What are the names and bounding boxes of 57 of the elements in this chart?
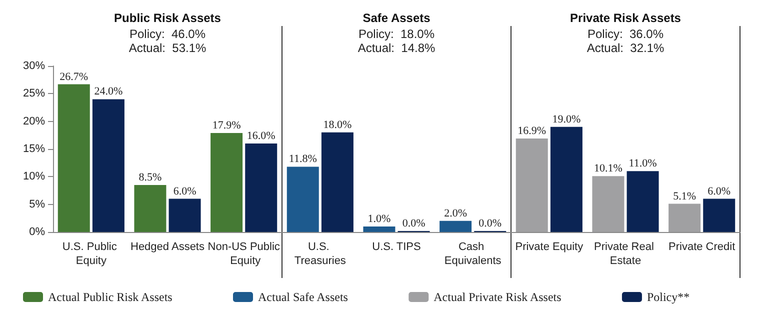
legend-label: Actual Private Risk Assets: [434, 290, 562, 304]
bar: [668, 204, 701, 232]
x-tick-label: Private Equity: [515, 241, 584, 253]
data-label: 19.0%: [552, 113, 581, 126]
bar: [626, 171, 659, 232]
data-label: 17.9%: [212, 119, 241, 132]
data-label: 8.5%: [138, 171, 162, 184]
text: Public Risk Assets Policy: 46.0% Actual: 53.1%: [114, 11, 222, 55]
legend-label: Policy**: [646, 290, 690, 304]
data-label: 18.0%: [323, 118, 352, 131]
bar: [245, 143, 278, 232]
bar: [134, 184, 166, 232]
x-tick-label: U.S. Public Equity: [62, 241, 120, 267]
bar: [58, 84, 90, 232]
bar: [550, 126, 582, 232]
x-tick-label: Cash Equivalents: [444, 241, 502, 267]
data-label: 6.0%: [173, 185, 196, 198]
data-label: 0.0%: [478, 218, 502, 230]
legend-label: Actual Safe Assets: [258, 290, 348, 304]
data-label: 24.0%: [94, 86, 123, 98]
data-label: 11.0%: [628, 158, 657, 170]
bar: [321, 132, 354, 232]
data-label: 11.8%: [288, 153, 317, 166]
bar: [286, 166, 319, 232]
bar: [363, 226, 396, 232]
data-label: 6.0%: [708, 185, 731, 198]
data-label: 0.0%: [402, 218, 426, 230]
bar: [210, 132, 243, 232]
y-tick-label: 15%: [22, 143, 46, 155]
y-tick-label: 0%: [29, 226, 46, 238]
bar: [92, 99, 124, 232]
data-label: 10.1%: [594, 162, 622, 175]
data-label: 1.0%: [368, 212, 391, 225]
bar: [168, 198, 201, 232]
bar: [592, 176, 624, 232]
text: Private Risk Assets Policy: 36.0% Actual: 32.1%: [570, 11, 682, 55]
x-tick-label: U.S. Treasuries: [294, 241, 346, 267]
data-label: 16.0%: [246, 130, 276, 142]
x-tick-label: Non-US Public Equity: [208, 241, 280, 267]
x-tick-label: Private Credit: [668, 241, 736, 253]
y-tick-label: 20%: [22, 115, 46, 128]
x-tick-label: Private Real Estate: [594, 241, 657, 267]
y-tick-label: 30%: [22, 60, 46, 72]
bar: [516, 138, 548, 232]
y-tick-label: 10%: [22, 170, 46, 183]
x-tick-label: Hedged Assets: [130, 241, 205, 253]
data-label: 2.0%: [444, 207, 468, 220]
bar: [440, 220, 472, 232]
legend-label: Actual Public Risk Assets: [48, 290, 173, 304]
data-label: 5.1%: [673, 190, 696, 202]
y-tick-label: 5%: [29, 198, 46, 210]
data-label: 26.7%: [60, 70, 88, 83]
data-label: 16.9%: [518, 124, 546, 137]
x-tick-label: U.S. TIPS: [372, 241, 421, 253]
y-tick-label: 25%: [22, 88, 46, 100]
text: Safe Assets Policy: 18.0% Actual: 14.8%: [358, 11, 436, 55]
bar: [703, 198, 736, 232]
